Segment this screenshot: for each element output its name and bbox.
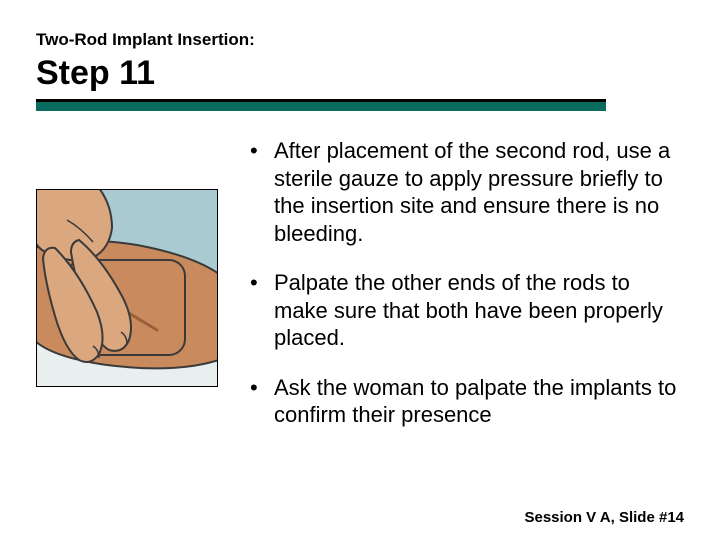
title-rule bbox=[36, 99, 684, 113]
illustration bbox=[36, 189, 218, 387]
palpation-illustration-icon bbox=[37, 190, 218, 387]
slide-pretitle: Two-Rod Implant Insertion: bbox=[36, 30, 684, 50]
bullet-item: After placement of the second rod, use a… bbox=[246, 137, 682, 247]
slide-title: Step 11 bbox=[36, 54, 684, 93]
bullet-list: After placement of the second rod, use a… bbox=[238, 137, 684, 451]
slide-container: Two-Rod Implant Insertion: Step 11 bbox=[0, 0, 720, 540]
bullet-item: Palpate the other ends of the rods to ma… bbox=[246, 269, 682, 352]
rule-accent-bar bbox=[36, 102, 606, 111]
content-row: After placement of the second rod, use a… bbox=[36, 137, 684, 451]
slide-footer: Session V A, Slide #14 bbox=[524, 509, 684, 526]
bullet-item: Ask the woman to palpate the implants to… bbox=[246, 374, 682, 429]
